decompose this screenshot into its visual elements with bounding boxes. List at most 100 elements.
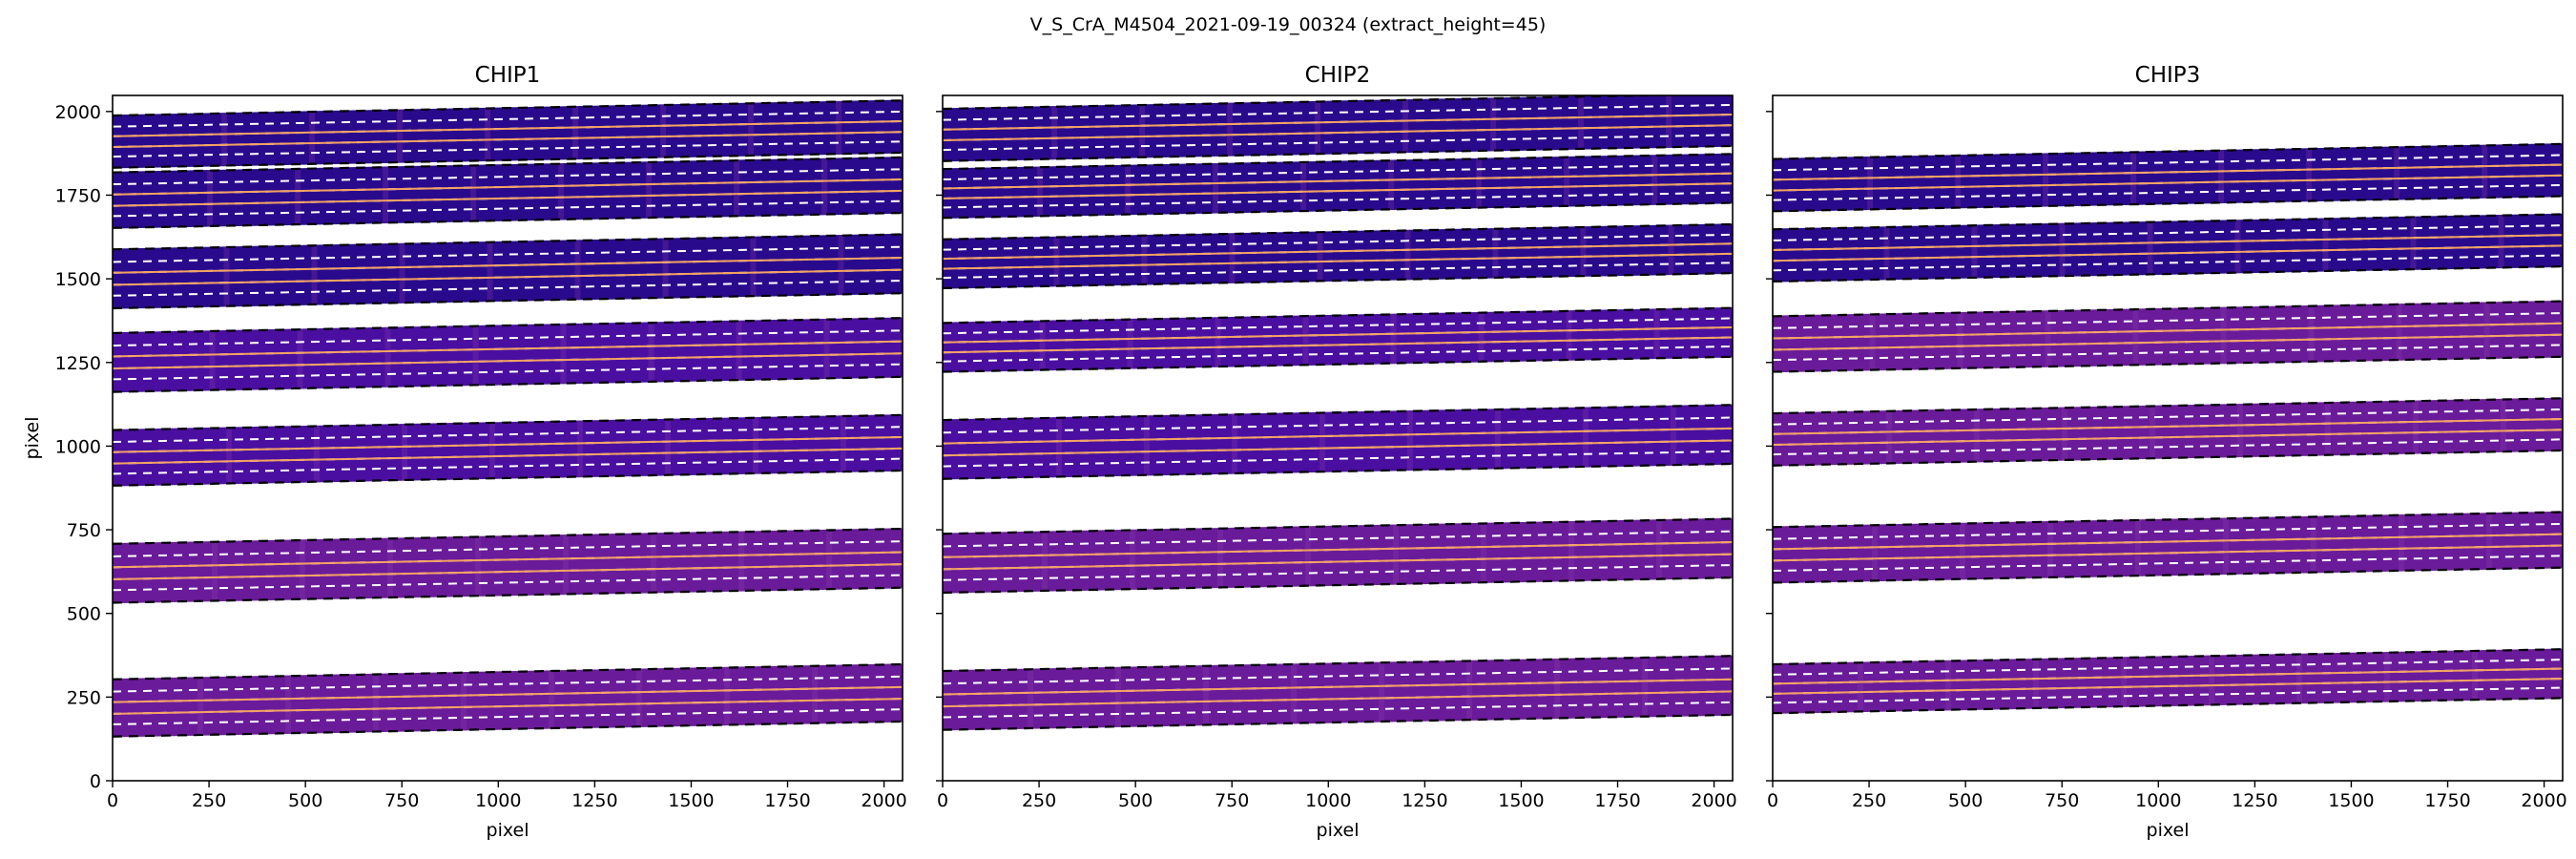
y-tick-label: 250 (67, 687, 101, 708)
y-tick-label: 1750 (55, 185, 101, 206)
trace-line (113, 178, 903, 196)
order-band-fill (943, 95, 1733, 162)
chart-panel-3: 0 250 500 750 1000 1250 1500 1750 2000 CHIP3 pixel (1766, 63, 2567, 841)
order-band-fill (943, 517, 1733, 594)
order-band (1773, 300, 2563, 373)
x-tick-label: 500 (1118, 790, 1153, 811)
order-band (1773, 511, 2563, 584)
extraction-limit (943, 530, 1733, 548)
order-edge-upper (1773, 300, 2563, 318)
extraction-limit (943, 233, 1733, 251)
trace-line (1773, 678, 2563, 695)
trace-line (943, 553, 1733, 571)
order-band-fill (113, 528, 903, 604)
trace-line (113, 563, 903, 580)
order-edge-lower (113, 151, 903, 169)
extraction-limit (943, 103, 1733, 121)
trace-line (1773, 418, 2563, 435)
panel-title: CHIP3 (2135, 63, 2201, 88)
extraction-limit (943, 701, 1733, 719)
x-tick-label: 750 (1215, 790, 1249, 811)
x-axis-label: pixel (487, 820, 530, 841)
order-edge-upper (943, 306, 1733, 325)
trace-line (943, 541, 1733, 558)
trace-line (113, 268, 903, 286)
x-tick-label: 1000 (2135, 790, 2181, 811)
extraction-limit (943, 191, 1733, 209)
x-tick-label: 1250 (1402, 790, 1447, 811)
order-band (1773, 213, 2563, 283)
extraction-limit (113, 574, 903, 592)
x-axis-label: pixel (2147, 820, 2190, 841)
y-tick-label: 500 (67, 604, 101, 625)
x-tick-label: 2000 (1691, 790, 1736, 811)
x-tick-label: 500 (288, 790, 322, 811)
order-edge-upper (943, 222, 1733, 241)
order-band-fill (113, 157, 903, 229)
trace-line (1773, 163, 2563, 181)
trace-line (113, 257, 903, 274)
order-band (113, 156, 903, 229)
plot-area (943, 95, 1733, 781)
extraction-limit (113, 245, 903, 263)
extraction-limit (113, 199, 903, 218)
order-edge-lower (943, 462, 1733, 480)
order-band (113, 233, 903, 310)
x-tick-label: 0 (107, 790, 118, 811)
trace-line (1773, 234, 2563, 251)
order-edge-lower (113, 469, 903, 487)
trace-line (943, 242, 1733, 261)
trace-line (113, 131, 903, 148)
order-edge-upper (943, 404, 1733, 422)
extraction-limit (943, 345, 1733, 363)
order-band (113, 527, 903, 604)
order-edge-upper (113, 233, 903, 251)
trace-line (113, 698, 903, 715)
x-tick-label: 1250 (571, 790, 617, 811)
trace-line (113, 189, 903, 207)
order-edge-upper (1773, 213, 2563, 231)
order-edge-lower (943, 144, 1733, 162)
extraction-limit (943, 262, 1733, 280)
trace-line (943, 336, 1733, 354)
order-edge-upper (943, 655, 1733, 673)
x-tick-label: 750 (384, 790, 419, 811)
order-edge-upper (943, 153, 1733, 171)
trace-line (943, 439, 1733, 457)
order-band-fill (1773, 648, 2563, 714)
order-band (1773, 142, 2563, 213)
order-band-fill (113, 317, 903, 393)
extraction-limit (113, 363, 903, 381)
extraction-limit (943, 134, 1733, 152)
trace-line (943, 113, 1733, 131)
extraction-limit (1773, 344, 2563, 362)
order-edge-lower (1773, 449, 2563, 467)
extraction-limit (1773, 154, 2563, 172)
trace-line (113, 551, 903, 569)
order-band (113, 662, 903, 738)
order-edge-upper (1773, 397, 2563, 415)
order-band-fill (943, 655, 1733, 731)
order-edge-lower (1773, 566, 2563, 584)
order-edge-lower (943, 355, 1733, 373)
order-band-fill (1773, 511, 2563, 584)
order-edge-lower (113, 375, 903, 393)
extraction-limit (113, 426, 903, 443)
order-edge-lower (113, 586, 903, 604)
x-tick-label: 1000 (475, 790, 521, 811)
order-band-fill (113, 414, 903, 487)
extraction-limit (113, 110, 903, 128)
extraction-limit (943, 163, 1733, 180)
extraction-limit (943, 450, 1733, 468)
axes-frame (1772, 94, 2564, 782)
axes-frame (112, 94, 904, 782)
y-tick-label: 1250 (55, 353, 101, 374)
panel-title: CHIP1 (475, 63, 541, 88)
trace-line (113, 119, 903, 137)
trace-line (943, 252, 1733, 270)
order-edge-lower (1773, 355, 2563, 373)
x-tick-label: 1750 (1594, 790, 1640, 811)
order-edge-lower (943, 201, 1733, 220)
extraction-limit (1773, 254, 2563, 272)
